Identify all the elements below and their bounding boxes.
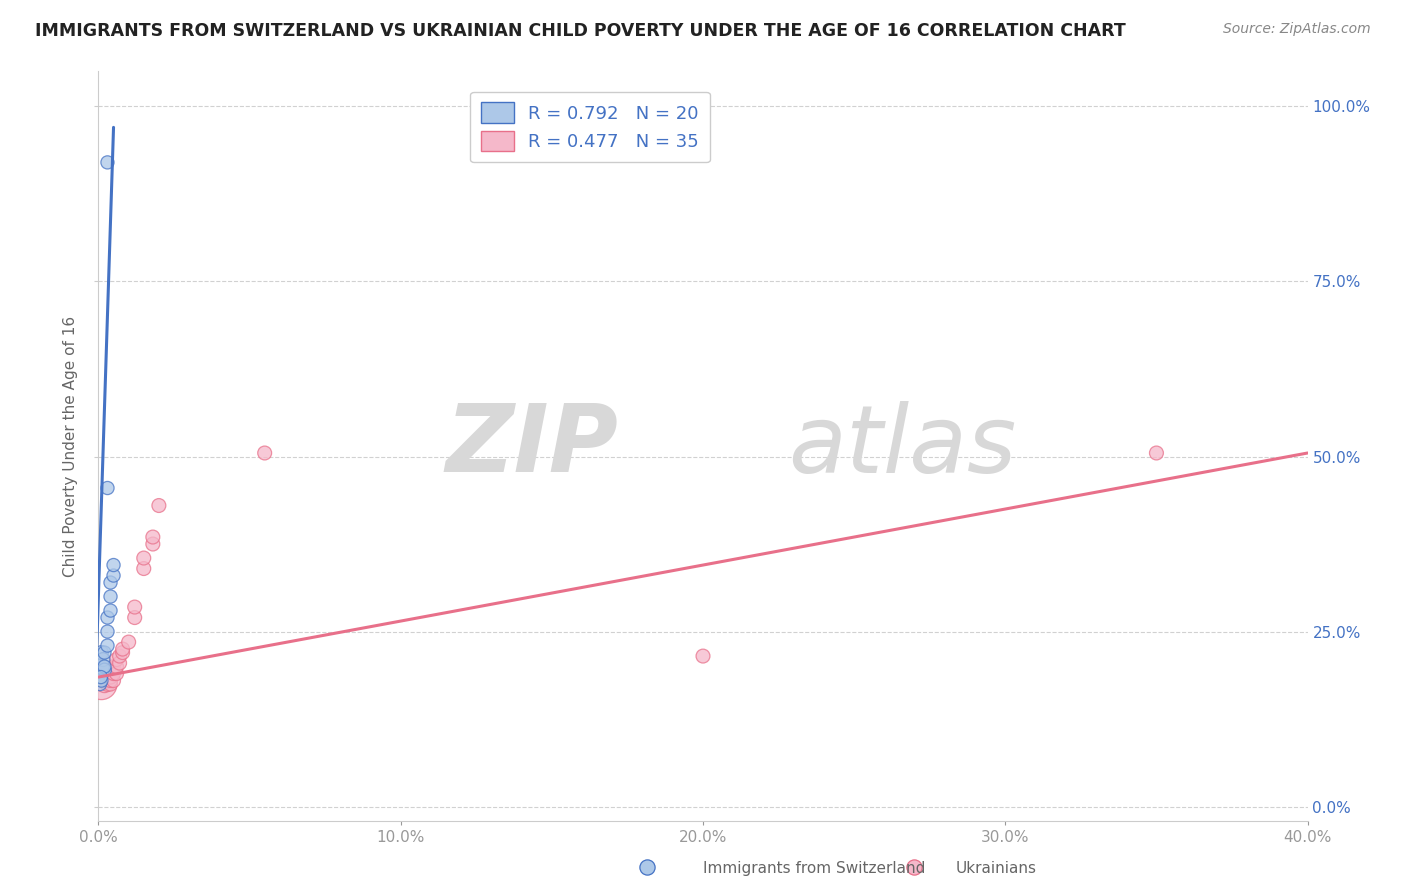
Point <box>89 663 111 677</box>
Point <box>96 639 118 653</box>
Point <box>90 677 112 691</box>
Point <box>103 659 125 673</box>
Point <box>103 568 125 582</box>
Point <box>108 656 131 670</box>
Point <box>96 673 118 688</box>
Point <box>108 649 131 664</box>
Text: atlas: atlas <box>787 401 1017 491</box>
Point <box>124 610 146 624</box>
Legend: R = 0.792   N = 20, R = 0.477   N = 35: R = 0.792 N = 20, R = 0.477 N = 35 <box>470 92 710 162</box>
Point <box>105 659 128 673</box>
Point <box>636 860 658 874</box>
Point <box>93 673 115 688</box>
Point <box>148 499 170 513</box>
Point <box>118 635 141 649</box>
Point <box>93 666 115 681</box>
Point <box>103 666 125 681</box>
Point <box>93 663 115 677</box>
Text: IMMIGRANTS FROM SWITZERLAND VS UKRAINIAN CHILD POVERTY UNDER THE AGE OF 16 CORRE: IMMIGRANTS FROM SWITZERLAND VS UKRAINIAN… <box>35 22 1126 40</box>
Point <box>142 537 165 551</box>
Point <box>100 677 122 691</box>
Text: Immigrants from Switzerland: Immigrants from Switzerland <box>703 861 925 876</box>
Point <box>100 670 122 684</box>
Point <box>111 642 134 657</box>
Point <box>132 561 155 575</box>
Point <box>89 677 111 691</box>
Point <box>93 659 115 673</box>
Point <box>91 652 114 666</box>
Y-axis label: Child Poverty Under the Age of 16: Child Poverty Under the Age of 16 <box>63 316 79 576</box>
Point <box>105 666 128 681</box>
Point <box>111 646 134 660</box>
Point <box>100 590 122 604</box>
Point <box>142 530 165 544</box>
Point <box>90 646 112 660</box>
Point <box>100 663 122 677</box>
Point <box>96 155 118 169</box>
Point <box>124 600 146 615</box>
Point <box>90 673 112 688</box>
Point <box>105 652 128 666</box>
Point <box>93 677 115 691</box>
Point <box>692 649 714 664</box>
Text: ZIP: ZIP <box>446 400 619 492</box>
Point <box>93 670 115 684</box>
Point <box>100 603 122 617</box>
Point <box>103 558 125 572</box>
Point <box>90 659 112 673</box>
Point <box>1144 446 1167 460</box>
Point <box>903 860 925 874</box>
Point <box>103 673 125 688</box>
Point <box>253 446 276 460</box>
Point <box>91 666 114 681</box>
Point <box>96 610 118 624</box>
Text: Ukrainians: Ukrainians <box>956 861 1038 876</box>
Point <box>100 673 122 688</box>
Point <box>93 646 115 660</box>
Point <box>100 575 122 590</box>
Point <box>96 624 118 639</box>
Point <box>90 670 112 684</box>
Point <box>90 670 112 684</box>
Point <box>96 481 118 495</box>
Point <box>96 670 118 684</box>
Text: Source: ZipAtlas.com: Source: ZipAtlas.com <box>1223 22 1371 37</box>
Point <box>96 677 118 691</box>
Point <box>132 551 155 566</box>
